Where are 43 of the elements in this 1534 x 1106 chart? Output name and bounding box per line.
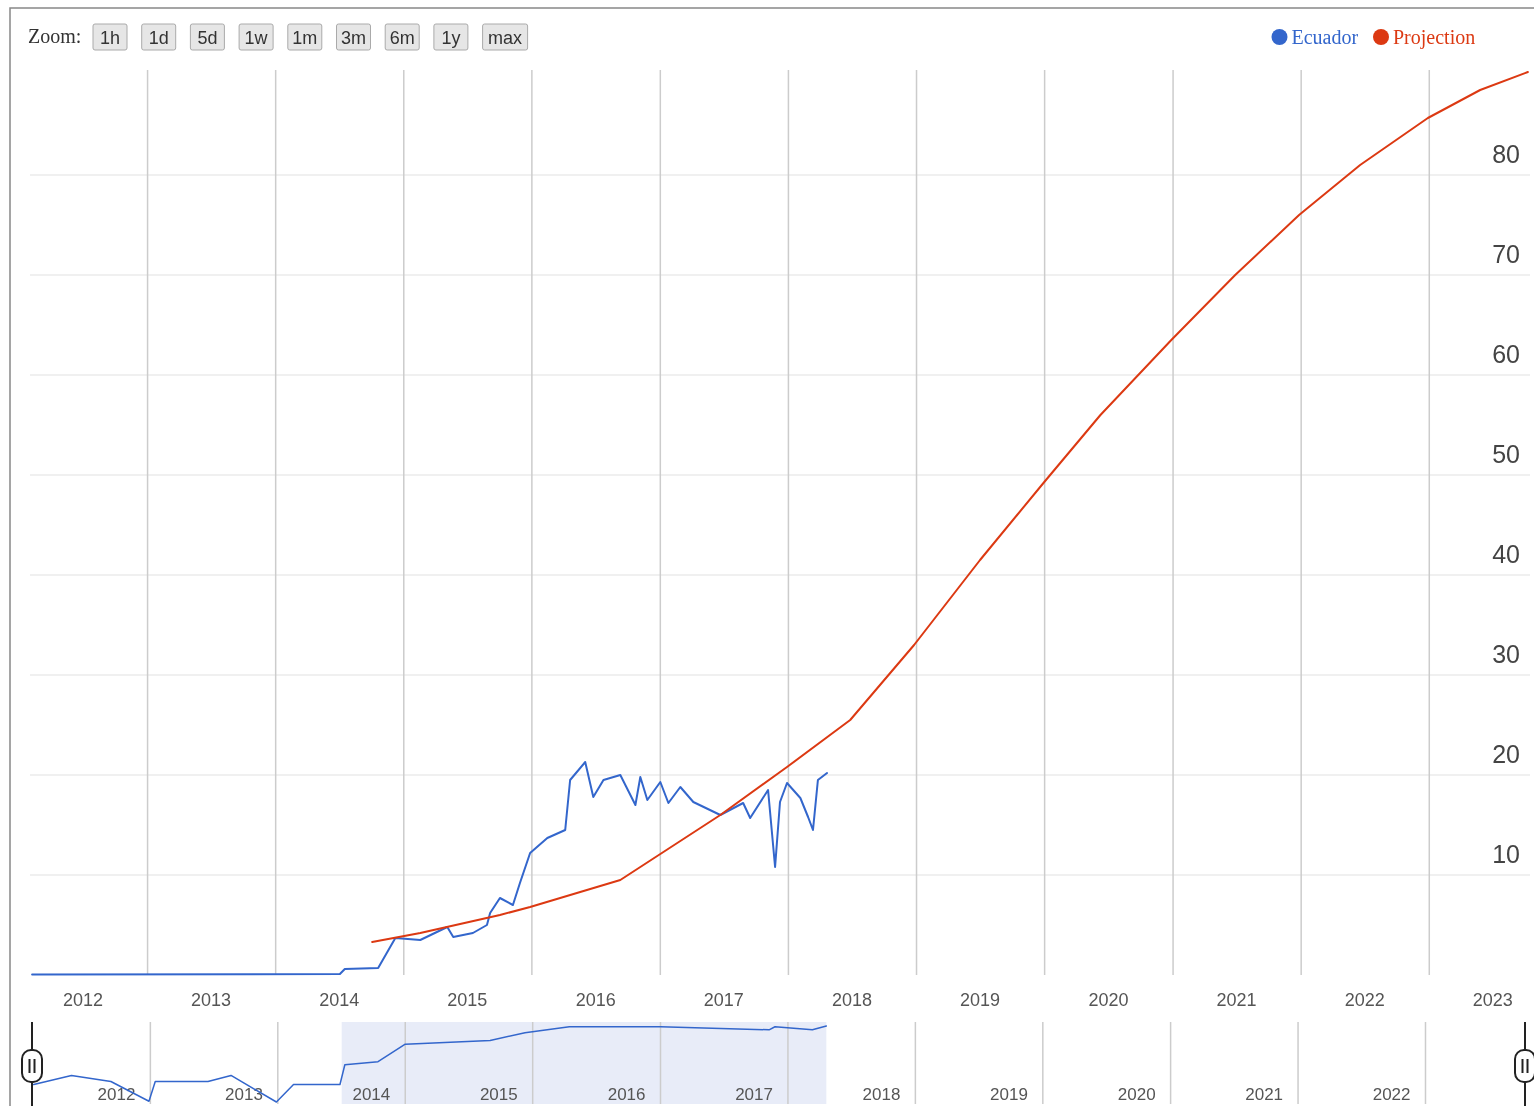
x-tick-label: 2016 (575, 990, 616, 1010)
x-tick-label: 2017 (703, 990, 744, 1010)
text: 3m (340, 28, 367, 48)
x-tick-label: 2022 (1344, 990, 1385, 1010)
x-tick-label: 2014 (319, 990, 360, 1010)
x-tick-label: 2018 (862, 1085, 901, 1104)
x-tick-label: 2012 (62, 990, 104, 1010)
text: 1d (148, 28, 169, 48)
x-tick-label: 2016 (607, 1085, 646, 1104)
y-tick-label: 70 (1492, 240, 1520, 268)
x-tick-label: 2014 (352, 1085, 391, 1104)
x-tick-label: 2022 (1372, 1085, 1411, 1104)
text: 1w (244, 28, 269, 48)
x-tick-label: 2015 (447, 990, 488, 1010)
x-tick-label: 2012 (97, 1085, 136, 1104)
y-tick-label: 80 (1492, 140, 1520, 168)
x-tick-label: 2019 (990, 1085, 1028, 1104)
x-tick-label: 2020 (1117, 1085, 1156, 1104)
text: 5d (197, 28, 218, 48)
y-tick-label: 30 (1492, 640, 1520, 668)
x-tick-label: 2023 (1472, 990, 1513, 1010)
text: max (488, 28, 523, 48)
legend-label: Projection (1393, 26, 1476, 49)
text: 6m (389, 28, 415, 48)
x-tick-label: 2019 (960, 990, 1001, 1010)
y-tick-label: 40 (1492, 540, 1520, 568)
x-tick-label: 2018 (831, 990, 872, 1010)
x-tick-label: 2017 (735, 1085, 773, 1104)
y-tick-label: 10 (1492, 840, 1520, 868)
text: Zoom: (28, 25, 82, 47)
text: 1y (441, 28, 461, 48)
text: 1m (292, 28, 318, 48)
x-tick-label: 2021 (1245, 1085, 1284, 1104)
y-tick-label: 60 (1492, 340, 1520, 368)
x-tick-label: 2015 (479, 1085, 518, 1104)
x-tick-label: 2013 (191, 990, 232, 1010)
x-tick-label: 2013 (225, 1085, 263, 1104)
x-tick-label: 2021 (1216, 990, 1257, 1010)
text: 1h (99, 28, 121, 48)
y-tick-label: 20 (1492, 740, 1520, 768)
y-tick-label: 50 (1492, 440, 1520, 468)
legend-label: Ecuador (1291, 26, 1359, 48)
x-tick-label: 2020 (1088, 990, 1129, 1010)
